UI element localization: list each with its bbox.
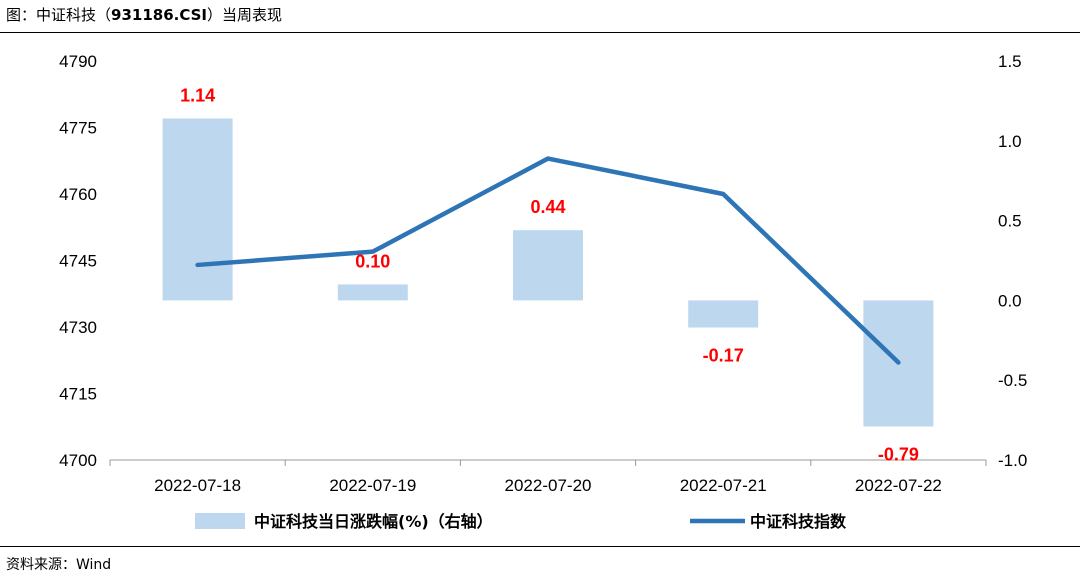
index-line: [195, 156, 901, 365]
bar-data-label: 0.10: [355, 251, 390, 271]
right-y-tick-label: 1.5: [998, 52, 1022, 71]
title-code: 931186.CSI: [111, 6, 208, 24]
bar-2022-07-21: [688, 300, 759, 328]
legend: 中证科技当日涨跌幅(%)（右轴） 中证科技指数: [195, 512, 847, 531]
right-y-tick-label: 0.5: [998, 212, 1022, 231]
x-tick-label: 2022-07-18: [154, 476, 241, 495]
top-rule: [0, 32, 1080, 33]
bottom-rule: [0, 546, 1080, 547]
bar-2022-07-19: [337, 284, 408, 301]
left-y-tick-label: 4700: [59, 451, 97, 470]
right-y-tick-label: -0.5: [998, 371, 1027, 390]
left-y-tick-label: 4715: [59, 385, 97, 404]
right-y-tick-label: 1.0: [998, 132, 1022, 151]
bar-data-label: -0.17: [703, 346, 744, 366]
right-y-tick-label: 0.0: [998, 291, 1022, 310]
left-y-tick-label: 4790: [59, 52, 97, 71]
x-tick-label: 2022-07-22: [855, 476, 942, 495]
legend-bar-swatch: [195, 513, 245, 529]
left-y-tick-label: 4745: [59, 252, 97, 271]
chart-title: 图：中证科技（931186.CSI）当周表现: [6, 4, 282, 26]
legend-line-label: 中证科技指数: [750, 512, 847, 531]
title-prefix: 图：中证科技（: [6, 6, 112, 24]
legend-bar-label: 中证科技当日涨跌幅(%)（右轴）: [254, 512, 493, 531]
x-tick-label: 2022-07-21: [680, 476, 767, 495]
left-y-tick-label: 4760: [59, 185, 97, 204]
x-tick-label: 2022-07-20: [505, 476, 592, 495]
data-labels-layer: 1.14 0.10 0.44 -0.17 -0.79: [180, 85, 919, 464]
right-y-tick-label: -1.0: [998, 451, 1027, 470]
line-layer: [195, 156, 901, 365]
bar-data-label: 1.14: [180, 85, 215, 105]
source-note: 资料来源：Wind: [6, 557, 112, 573]
left-y-tick-label: 4730: [59, 318, 97, 337]
bar-2022-07-18: [162, 118, 233, 301]
bar-data-label: -0.79: [878, 444, 919, 464]
left-y-tick-label: 4775: [59, 119, 97, 138]
bars-layer: [162, 118, 934, 427]
bar-2022-07-20: [513, 230, 583, 301]
bar-data-label: 0.44: [530, 197, 565, 217]
x-tick-label: 2022-07-19: [329, 476, 416, 495]
axes-layer: 2022-07-18 2022-07-19 2022-07-20 2022-07-21…: [59, 52, 1027, 495]
title-suffix: ）当周表现: [207, 6, 283, 24]
